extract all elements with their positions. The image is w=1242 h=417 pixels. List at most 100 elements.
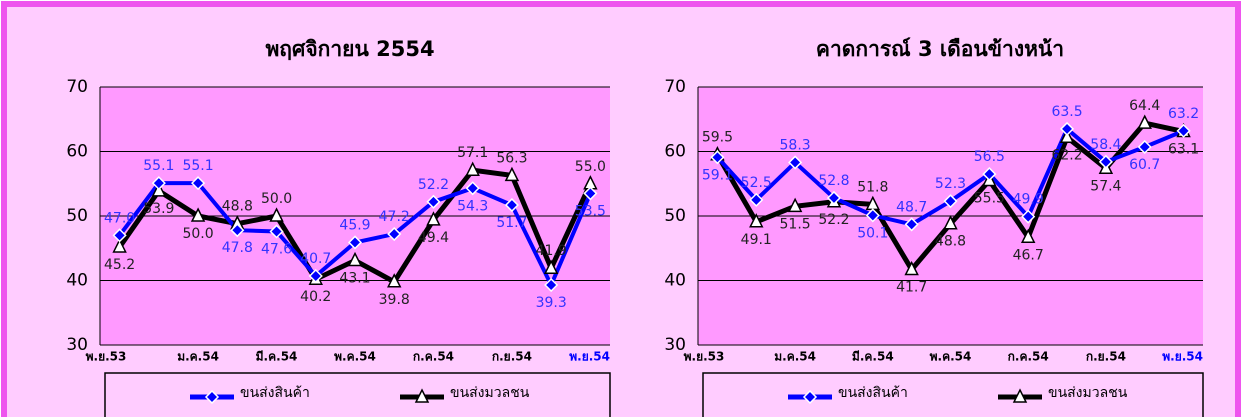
data-label: 62.2	[1051, 147, 1082, 163]
diamond-marker	[1098, 154, 1113, 169]
data-label: 47.6	[261, 241, 292, 257]
legend-label: ขนส่งมวลชน	[450, 385, 530, 401]
data-label: 45.9	[339, 217, 370, 233]
x-tick-label: มี.ค.54	[256, 350, 298, 364]
diamond-marker	[943, 194, 958, 209]
data-label: 46.7	[1013, 247, 1044, 263]
data-label: 53.5	[575, 203, 606, 219]
data-label: 55.1	[182, 158, 213, 174]
data-label: 64.4	[1129, 98, 1160, 114]
x-tick-label: มี.ค.54	[852, 350, 894, 364]
x-tick-label: ก.ค.54	[413, 350, 454, 364]
triangle-marker	[465, 161, 480, 176]
diamond-marker	[710, 150, 725, 165]
triangle-marker	[1020, 228, 1036, 244]
diamond-marker	[112, 228, 127, 243]
data-label: 50.0	[182, 226, 213, 242]
x-tick-label: ม.ค.54	[177, 350, 219, 364]
data-label: 60.7	[1129, 157, 1160, 173]
x-tick-label: ม.ค.54	[774, 350, 816, 364]
diamond-marker	[544, 277, 559, 293]
data-label: 48.8	[222, 199, 253, 215]
x-tick-label: ก.ค.54	[1008, 350, 1049, 364]
triangle-marker	[269, 207, 284, 222]
triangle-marker	[387, 273, 402, 288]
data-label: 47.2	[379, 209, 410, 225]
data-label: 41.7	[896, 280, 927, 296]
diamond-marker	[826, 190, 842, 206]
y-tick-label: 60	[66, 142, 88, 162]
y-tick-label: 30	[66, 335, 88, 355]
diamond-marker	[465, 181, 480, 196]
data-label: 40.2	[300, 289, 331, 305]
y-tick-label: 30	[664, 335, 686, 355]
data-label: 56.5	[974, 149, 1005, 165]
triangle-marker	[1012, 388, 1028, 403]
triangle-marker	[414, 388, 430, 403]
diamond-marker	[204, 389, 220, 405]
triangle-marker	[943, 215, 958, 230]
x-tick-label: พ.ค.54	[930, 350, 972, 364]
data-label: 47.8	[222, 240, 253, 256]
diamond-marker	[1176, 123, 1191, 138]
legend-box	[702, 372, 1204, 417]
data-label: 40.7	[300, 251, 331, 267]
data-label: 43.1	[339, 271, 370, 287]
data-label: 52.8	[818, 173, 849, 189]
diamond-marker	[865, 208, 880, 223]
data-label: 58.4	[1090, 137, 1121, 153]
diamond-marker	[802, 389, 818, 405]
diamond-marker	[426, 194, 441, 209]
x-tick-label: พ.ย.54	[569, 350, 610, 364]
data-label: 48.7	[896, 199, 927, 215]
data-label: 48.8	[935, 234, 966, 250]
data-label: 55.0	[575, 159, 606, 175]
data-label: 59.1	[702, 167, 733, 183]
triangle-marker	[1137, 114, 1152, 129]
data-label: 56.3	[496, 150, 527, 166]
triangle-marker	[1059, 128, 1075, 144]
diamond-marker	[583, 186, 598, 201]
data-label: 50.1	[857, 225, 888, 241]
y-tick-label: 40	[664, 271, 686, 291]
x-tick-label: พ.ย.54	[1162, 350, 1203, 364]
diamond-marker	[749, 192, 764, 207]
x-tick-label: พ.ย.53	[684, 350, 725, 364]
data-label: 52.5	[741, 175, 772, 191]
diamond-marker	[1137, 139, 1152, 155]
data-label: 58.3	[780, 137, 811, 153]
diamond-marker	[347, 235, 363, 250]
diamond-marker	[269, 224, 284, 239]
data-label: 55.5	[974, 191, 1005, 207]
diamond-marker	[982, 167, 997, 182]
chart-title: คาดการณ์ 3 เดือนข้างหน้า	[816, 37, 1064, 61]
data-label: 59.5	[702, 130, 733, 146]
data-label: 63.1	[1168, 142, 1199, 158]
data-label: 52.2	[818, 212, 849, 228]
triangle-marker	[787, 197, 803, 213]
y-tick-label: 70	[664, 77, 686, 97]
legend-box	[104, 372, 611, 417]
y-tick-label: 50	[66, 206, 88, 226]
diamond-marker	[308, 268, 323, 284]
chart-title: พฤศจิกายน 2554	[265, 37, 434, 61]
data-label: 51.7	[496, 215, 527, 231]
y-tick-label: 40	[66, 271, 88, 291]
diamond-marker	[191, 176, 206, 191]
diamond-marker	[788, 155, 803, 170]
x-tick-label: ก.ย.54	[492, 350, 532, 364]
y-tick-label: 70	[66, 77, 88, 97]
x-tick-label: พ.ย.53	[86, 350, 127, 364]
triangle-marker	[347, 251, 363, 267]
triangle-marker	[749, 213, 764, 228]
triangle-marker	[426, 211, 441, 226]
y-tick-label: 60	[664, 142, 686, 162]
data-label: 50.0	[261, 191, 292, 207]
triangle-marker	[543, 259, 559, 274]
data-label: 54.3	[457, 198, 488, 214]
diamond-marker	[504, 197, 519, 213]
diamond-marker	[387, 226, 402, 242]
data-label: 63.5	[1051, 104, 1082, 120]
data-label: 51.5	[780, 216, 811, 232]
